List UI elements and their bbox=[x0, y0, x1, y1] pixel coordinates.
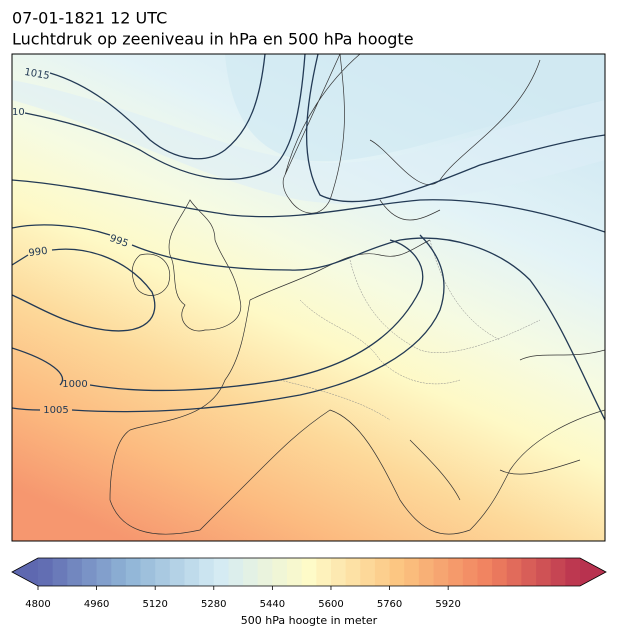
colorbar-segment bbox=[330, 558, 347, 586]
coastline bbox=[109, 239, 605, 535]
colorbar-segment bbox=[404, 558, 420, 586]
isobar bbox=[24, 54, 306, 180]
colorbar-segment bbox=[140, 558, 156, 586]
colorbar-segment bbox=[448, 558, 464, 586]
colorbar-segment bbox=[506, 558, 522, 586]
colorbar-segment bbox=[111, 558, 127, 586]
colorbar-extend-high bbox=[580, 558, 606, 586]
isobar-label: 1000 bbox=[62, 379, 87, 390]
colorbar-segment bbox=[345, 558, 361, 586]
colorbar-segment bbox=[243, 558, 259, 586]
colorbar-segment bbox=[287, 558, 303, 586]
colorbar-tick-label: 5440 bbox=[260, 599, 285, 610]
colorbar-tick-label: 5280 bbox=[201, 599, 226, 610]
colorbar-segment bbox=[418, 558, 434, 586]
colorbar-segment bbox=[550, 558, 566, 586]
colorbar-segment bbox=[169, 558, 185, 586]
colorbar-segment bbox=[125, 558, 141, 586]
border bbox=[279, 239, 541, 421]
colorbar-segment bbox=[374, 558, 390, 586]
coastline bbox=[409, 349, 605, 501]
map bbox=[12, 54, 605, 541]
colorbar-segment bbox=[67, 558, 83, 586]
colorbar-segment bbox=[52, 558, 68, 586]
colorbar-tick-label: 5920 bbox=[435, 599, 460, 610]
colorbar-segment bbox=[199, 558, 215, 586]
colorbar-segment bbox=[213, 558, 229, 586]
colorbar-segment bbox=[81, 558, 97, 586]
isobar bbox=[49, 54, 266, 160]
height-band bbox=[225, 54, 605, 162]
colorbar-segment bbox=[155, 558, 171, 586]
map-frame bbox=[11, 53, 606, 542]
colorbar-segment bbox=[184, 558, 200, 586]
colorbar-segment bbox=[433, 558, 449, 586]
colorbar-segment bbox=[565, 558, 581, 586]
colorbar-segment bbox=[477, 558, 493, 586]
colorbar-segment bbox=[257, 558, 273, 586]
title: 07-01-1821 12 UTC bbox=[12, 9, 167, 28]
isobar bbox=[12, 179, 605, 233]
colorbar-segment bbox=[301, 558, 317, 586]
colorbar-tick-label: 5760 bbox=[377, 599, 402, 610]
colorbar-label: 500 hPa hoogte in meter bbox=[241, 614, 378, 627]
colorbar-segment bbox=[96, 558, 112, 586]
isobar bbox=[12, 248, 156, 332]
isobar bbox=[12, 224, 605, 421]
colorbar-segment bbox=[316, 558, 332, 586]
colorbar-segment bbox=[228, 558, 244, 586]
colorbar-segment bbox=[462, 558, 478, 586]
isobar-label: 10 bbox=[12, 107, 25, 118]
colorbar-segment bbox=[536, 558, 552, 586]
height-band bbox=[12, 80, 605, 205]
isobar bbox=[305, 54, 605, 203]
coastline bbox=[131, 253, 170, 296]
colorbar-tick-label: 4960 bbox=[84, 599, 109, 610]
isobar-label: 1015 bbox=[23, 67, 50, 82]
colorbar-tick-label: 4800 bbox=[25, 599, 50, 610]
isobar bbox=[12, 239, 424, 392]
colorbar-segment bbox=[521, 558, 537, 586]
colorbar-segment bbox=[492, 558, 508, 586]
colorbar-segment bbox=[360, 558, 376, 586]
coastline bbox=[282, 54, 361, 214]
colorbar-tick-label: 5120 bbox=[142, 599, 167, 610]
isobar-label: 1005 bbox=[43, 405, 68, 416]
subtitle: Luchtdruk op zeeniveau in hPa en 500 hPa… bbox=[12, 30, 414, 49]
colorbar-segment bbox=[272, 558, 288, 586]
isobar-label: 990 bbox=[28, 246, 48, 260]
colorbar-outline bbox=[11, 557, 607, 587]
colorbar-segment bbox=[389, 558, 405, 586]
colorbar-tick-label: 5600 bbox=[318, 599, 343, 610]
isobar bbox=[12, 234, 445, 413]
colorbar-segment bbox=[38, 558, 54, 586]
colorbar: 4800 4960 5120 5280 5440 5600 5760 5920 bbox=[11, 557, 607, 610]
colorbar-extend-low bbox=[12, 558, 38, 586]
coastline bbox=[168, 199, 242, 332]
